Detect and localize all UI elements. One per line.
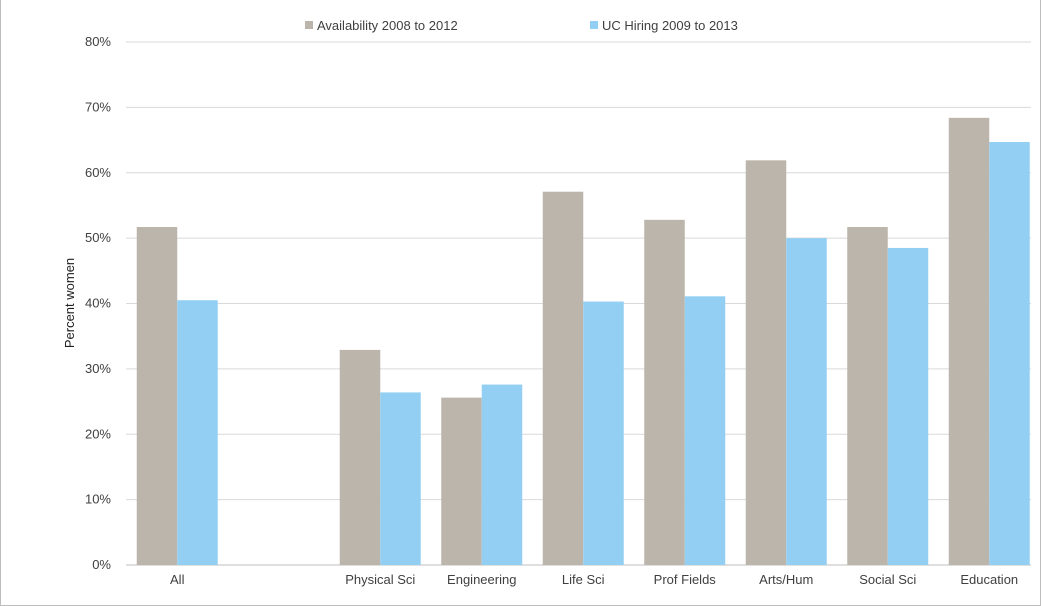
legend: Availability 2008 to 2012 UC Hiring 2009 … bbox=[305, 18, 738, 33]
legend-label: Availability 2008 to 2012 bbox=[317, 18, 458, 33]
x-tick-label: Arts/Hum bbox=[759, 572, 813, 587]
y-tick-label: 10% bbox=[85, 492, 111, 507]
x-tick-label: Life Sci bbox=[562, 572, 605, 587]
bar-availability bbox=[339, 349, 381, 565]
legend-swatch bbox=[305, 21, 313, 29]
bar-uc-hiring bbox=[684, 296, 726, 565]
x-tick-label: All bbox=[170, 572, 185, 587]
x-tick-label: Physical Sci bbox=[345, 572, 415, 587]
x-tick-label: Education bbox=[960, 572, 1018, 587]
y-axis-title: Percent women bbox=[62, 258, 77, 348]
bar-availability bbox=[136, 227, 178, 566]
legend-label: UC Hiring 2009 to 2013 bbox=[602, 18, 738, 33]
bar-uc-hiring bbox=[380, 392, 421, 565]
bars bbox=[136, 117, 1030, 566]
bar-uc-hiring bbox=[583, 301, 624, 565]
bar-uc-hiring bbox=[177, 300, 218, 565]
bar-uc-hiring bbox=[887, 247, 929, 565]
bar-availability bbox=[542, 191, 584, 566]
bar-availability bbox=[948, 117, 990, 566]
bar-uc-hiring bbox=[989, 142, 1030, 565]
x-tick-label: Engineering bbox=[447, 572, 516, 587]
y-tick-label: 80% bbox=[85, 34, 111, 49]
legend-swatch bbox=[590, 21, 598, 29]
y-tick-label: 60% bbox=[85, 165, 111, 180]
bar-availability bbox=[745, 160, 787, 566]
bar-uc-hiring bbox=[481, 384, 523, 565]
y-tick-label: 20% bbox=[85, 426, 111, 441]
y-tick-label: 50% bbox=[85, 230, 111, 245]
y-tick-label: 40% bbox=[85, 296, 111, 311]
bar-availability bbox=[644, 219, 685, 565]
bar-availability bbox=[441, 397, 482, 565]
y-axis-ticks: 0% 10% 20% 30% 40% 50% 60% 70% 80% bbox=[85, 34, 111, 572]
x-axis-ticks: All Physical Sci Engineering Life Sci Prof F… bbox=[170, 572, 1018, 587]
x-tick-label: Prof Fields bbox=[654, 572, 717, 587]
bar-uc-hiring bbox=[786, 238, 827, 565]
y-tick-label: 70% bbox=[85, 99, 111, 114]
y-tick-label: 0% bbox=[92, 557, 111, 572]
bar-availability bbox=[847, 227, 888, 566]
x-tick-label: Social Sci bbox=[859, 572, 916, 587]
y-tick-label: 30% bbox=[85, 361, 111, 376]
